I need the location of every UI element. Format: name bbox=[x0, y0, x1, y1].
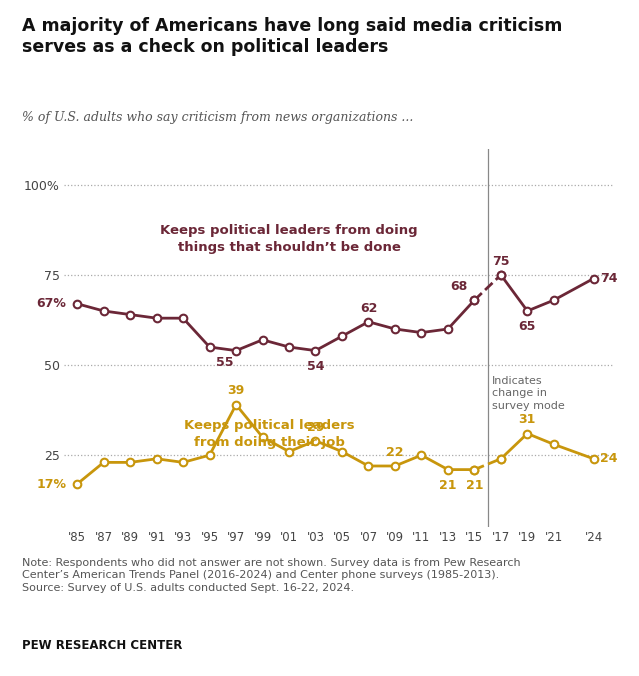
Text: 55: 55 bbox=[216, 356, 234, 369]
Text: 31: 31 bbox=[519, 413, 536, 427]
Text: Note: Respondents who did not answer are not shown. Survey data is from Pew Rese: Note: Respondents who did not answer are… bbox=[22, 558, 521, 594]
Text: 24: 24 bbox=[600, 452, 618, 465]
Text: 62: 62 bbox=[360, 301, 377, 314]
Text: PEW RESEARCH CENTER: PEW RESEARCH CENTER bbox=[22, 639, 183, 652]
Text: 65: 65 bbox=[519, 320, 536, 333]
Text: 54: 54 bbox=[307, 360, 324, 372]
Text: 39: 39 bbox=[227, 385, 245, 397]
Text: 68: 68 bbox=[450, 280, 468, 293]
Text: 17%: 17% bbox=[36, 477, 66, 491]
Text: Keeps political leaders
from doing their job: Keeps political leaders from doing their… bbox=[184, 419, 355, 449]
Text: A majority of Americans have long said media criticism
serves as a check on poli: A majority of Americans have long said m… bbox=[22, 17, 563, 55]
Text: 21: 21 bbox=[439, 479, 457, 491]
Text: 75: 75 bbox=[492, 255, 510, 268]
Text: Indicates
change in
survey mode: Indicates change in survey mode bbox=[491, 376, 564, 410]
Text: 29: 29 bbox=[307, 420, 324, 433]
Text: % of U.S. adults who say criticism from news organizations ...: % of U.S. adults who say criticism from … bbox=[22, 111, 413, 124]
Text: 21: 21 bbox=[466, 479, 483, 491]
Text: Keeps political leaders from doing
things that shouldn’t be done: Keeps political leaders from doing thing… bbox=[160, 224, 418, 254]
Text: 22: 22 bbox=[386, 445, 404, 459]
Text: 74: 74 bbox=[600, 272, 618, 285]
Text: 67%: 67% bbox=[36, 297, 66, 310]
